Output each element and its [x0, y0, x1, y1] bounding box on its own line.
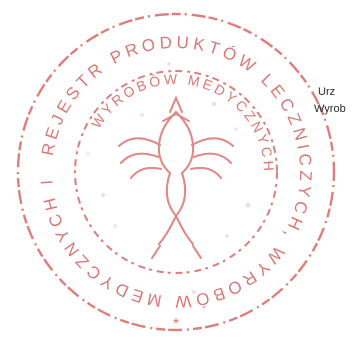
seal-inner-ring-text: WYROBÓW MEDYCZNYCH [88, 71, 277, 174]
seal-ring-group: REJESTR PRODUKTÓW LECZNICZYCH, WYROBÓW M… [0, 0, 336, 333]
edge-fragment-line-1: Urz [318, 86, 336, 98]
seal-mottling [86, 62, 272, 295]
edge-fragment-line-2: Wyrob [314, 103, 346, 115]
seal-star-bottom: * [173, 316, 179, 333]
seal-inner-border [74, 70, 278, 274]
eagle-emblem [117, 95, 235, 260]
seal-outer-border [16, 12, 336, 332]
